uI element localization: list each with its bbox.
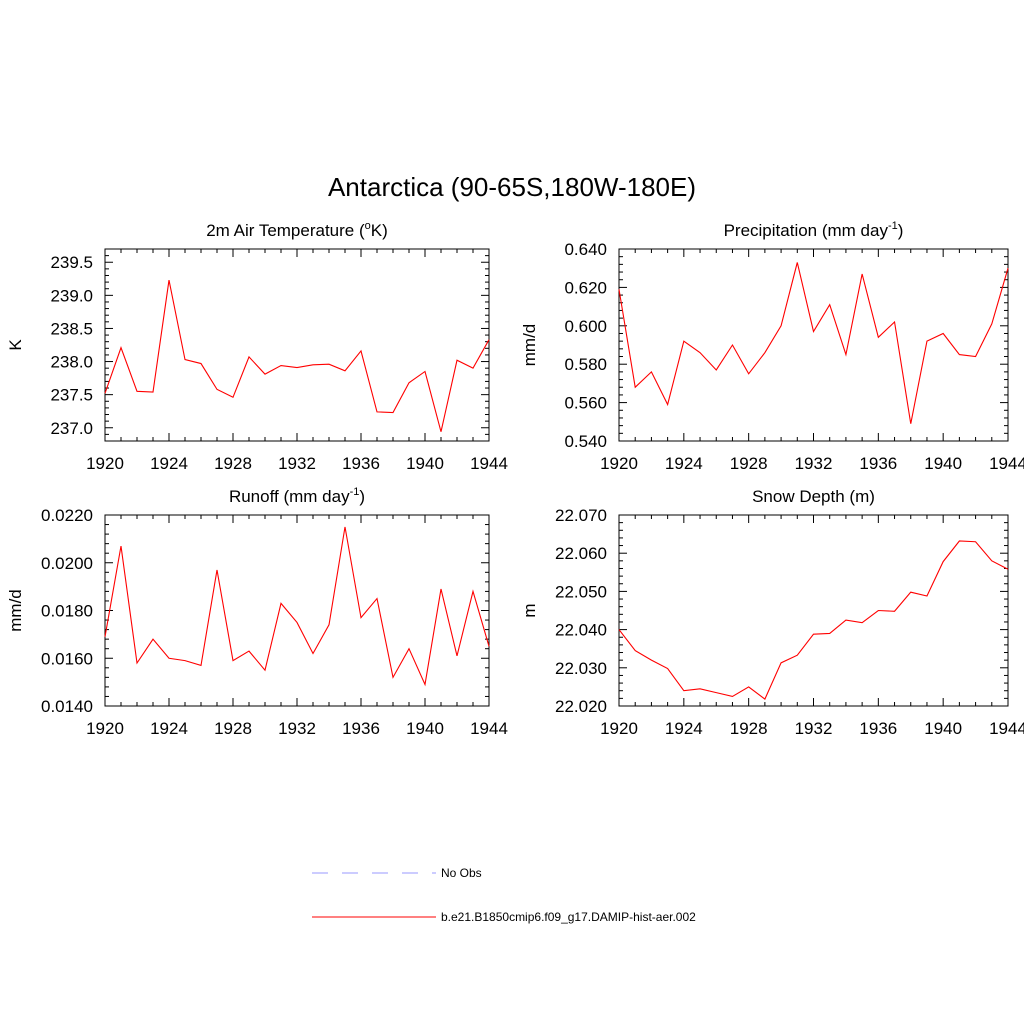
x-tick-label: 1920 [86, 454, 124, 473]
plot-frame [618, 248, 1009, 442]
x-tick-label: 1924 [150, 719, 188, 738]
x-tick-label: 1924 [665, 454, 703, 473]
legend: No Obs b.e21.B1850cmip6.f09_g17.DAMIP-his… [312, 866, 696, 924]
series-line [618, 540, 1009, 700]
x-tick-label: 1932 [795, 719, 833, 738]
x-tick-label: 1944 [989, 719, 1024, 738]
y-tick-label: 237.5 [50, 386, 93, 405]
y-tick-label: 0.0200 [41, 554, 93, 573]
y-tick-label: 22.050 [555, 582, 607, 601]
x-tick-label: 1928 [214, 454, 252, 473]
panel-4: Snow Depth (m) m 1920 1924 1928 1932 1936 1940 1… [520, 487, 1024, 738]
series-line [618, 262, 1009, 424]
main-title: Antarctica (90-65S,180W-180E) [328, 172, 696, 202]
x-tick-label: 1932 [278, 454, 316, 473]
x-tick-label: 1928 [214, 719, 252, 738]
x-tick-label: 1936 [859, 719, 897, 738]
y-tick-label: 239.5 [50, 253, 93, 272]
panel-title: 2m Air Temperature (oK) [206, 220, 388, 240]
y-tick-label: 22.070 [555, 506, 607, 525]
y-tick-label: 0.0140 [41, 697, 93, 716]
x-tick-label: 1940 [406, 454, 444, 473]
x-tick-label: 1920 [86, 719, 124, 738]
y-tick-label: 239.0 [50, 286, 93, 305]
y-axis-label: mm/d [6, 589, 25, 632]
y-tick-label: 0.0160 [41, 649, 93, 668]
y-tick-label: 0.0180 [41, 602, 93, 621]
x-tick-label: 1940 [406, 719, 444, 738]
panels: 2m Air Temperature (oK) K 1920 1924 1928 1932… [6, 220, 1024, 738]
x-tick-label: 1940 [924, 454, 962, 473]
x-tick-label: 1924 [665, 719, 703, 738]
plot-frame [618, 514, 1009, 707]
x-tick-label: 1936 [342, 454, 380, 473]
plot-frame [104, 248, 490, 442]
x-tick-label: 1940 [924, 719, 962, 738]
y-tick-label: 22.030 [555, 659, 607, 678]
panel-title: Precipitation (mm day-1) [724, 220, 904, 240]
x-tick-label: 1944 [470, 719, 508, 738]
y-tick-label: 0.600 [564, 317, 607, 336]
x-tick-label: 1924 [150, 454, 188, 473]
x-tick-label: 1936 [859, 454, 897, 473]
x-tick-label: 1928 [730, 719, 768, 738]
x-tick-label: 1944 [470, 454, 508, 473]
x-tick-label: 1932 [795, 454, 833, 473]
y-tick-label: 22.020 [555, 697, 607, 716]
x-tick-label: 1932 [278, 719, 316, 738]
y-tick-label: 238.5 [50, 319, 93, 338]
y-axis-label: mm/d [520, 324, 539, 367]
y-tick-label: 22.040 [555, 621, 607, 640]
y-tick-label: 238.0 [50, 353, 93, 372]
y-tick-label: 22.060 [555, 544, 607, 563]
x-tick-label: 1944 [989, 454, 1024, 473]
y-axis-label: K [6, 339, 25, 351]
panel-2: Precipitation (mm day-1) mm/d 1920 1924 1928… [520, 220, 1024, 473]
plot-frame [104, 514, 490, 707]
x-tick-label: 1920 [600, 454, 638, 473]
x-tick-label: 1928 [730, 454, 768, 473]
panel-3: Runoff (mm day-1) mm/d 1920 1924 1928 1932 193… [6, 486, 508, 738]
panel-1: 2m Air Temperature (oK) K 1920 1924 1928 1932… [6, 220, 508, 473]
series-line [104, 280, 490, 432]
x-tick-label: 1936 [342, 719, 380, 738]
panel-title: Snow Depth (m) [752, 487, 875, 506]
y-tick-label: 0.620 [564, 278, 607, 297]
x-tick-label: 1920 [600, 719, 638, 738]
y-axis-label: m [520, 603, 539, 617]
y-tick-label: 0.0220 [41, 506, 93, 525]
y-tick-label: 0.640 [564, 240, 607, 259]
panel-title: Runoff (mm day-1) [229, 486, 365, 506]
series-line [104, 526, 490, 687]
legend-label: b.e21.B1850cmip6.f09_g17.DAMIP-hist-aer.… [441, 910, 696, 924]
y-tick-label: 0.540 [564, 432, 607, 451]
legend-label: No Obs [441, 866, 482, 880]
y-tick-label: 0.580 [564, 355, 607, 374]
y-tick-label: 0.560 [564, 394, 607, 413]
y-tick-label: 237.0 [50, 419, 93, 438]
